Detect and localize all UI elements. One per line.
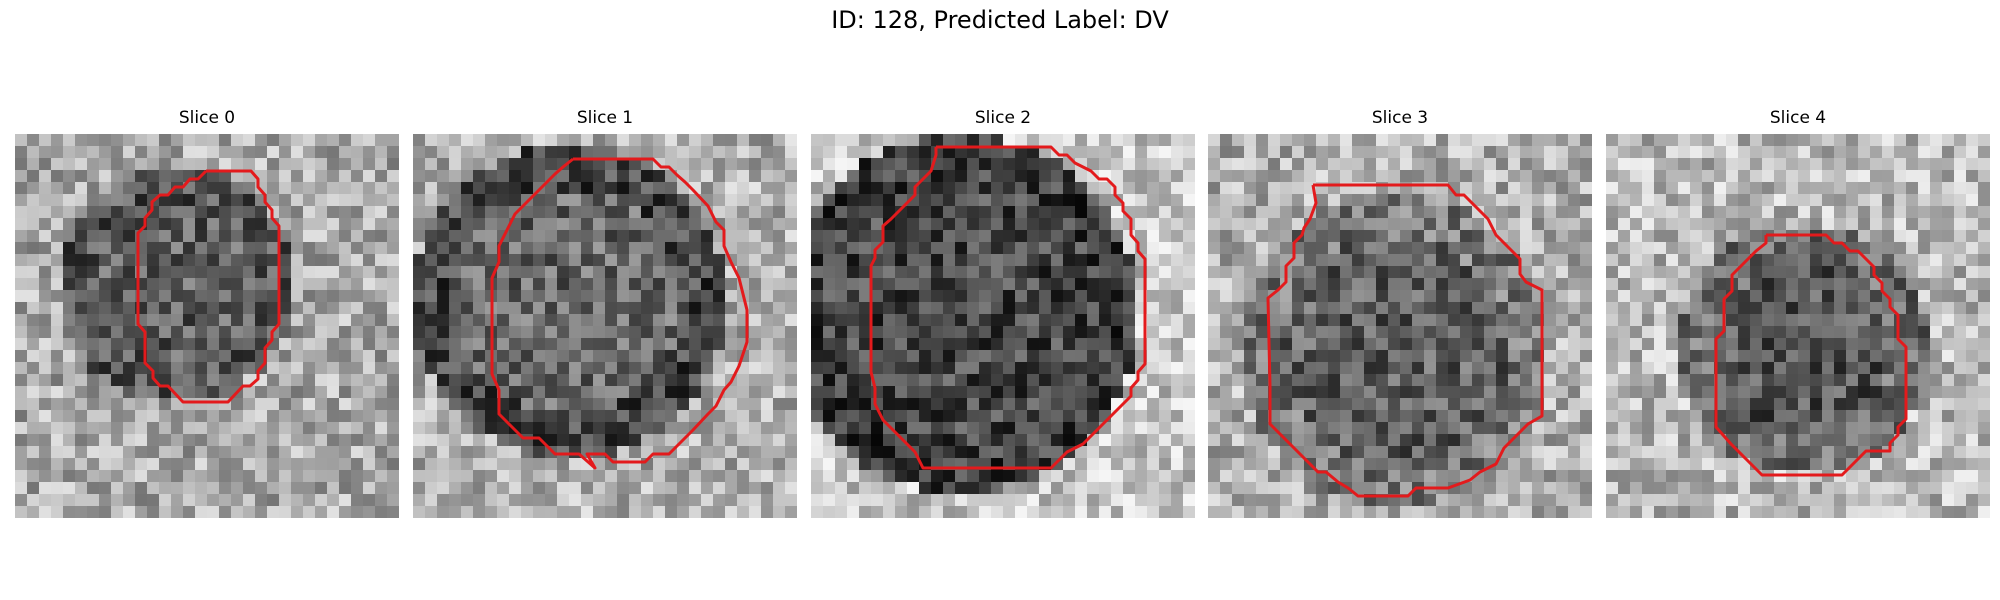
contour-line-4 <box>1714 233 1908 477</box>
slice-panel-4: Slice 4 <box>1606 108 1990 522</box>
slice-panel-1: Slice 1 <box>413 108 797 522</box>
figure-title: ID: 128, Predicted Label: DV <box>831 6 1169 34</box>
segmentation-contour-3 <box>1266 183 1544 498</box>
segmentation-contour-2 <box>869 145 1147 470</box>
slice-title-2: Slice 2 <box>974 108 1032 128</box>
segmentation-contour-1 <box>490 157 749 470</box>
slice-image-pixels-4 <box>1606 134 1990 518</box>
slice-image-1 <box>413 134 797 518</box>
contour-line-2 <box>869 145 1147 470</box>
slice-title-4: Slice 4 <box>1769 108 1827 128</box>
slice-panel-0: Slice 0 <box>15 108 399 522</box>
slice-image-pixels-3 <box>1208 134 1592 518</box>
slice-title-3: Slice 3 <box>1371 108 1429 128</box>
slice-panel-2: Slice 2 <box>811 108 1195 522</box>
segmentation-contour-0 <box>136 169 281 404</box>
slice-image-3 <box>1208 134 1592 518</box>
slice-image-pixels-0 <box>15 134 399 518</box>
slice-image-2 <box>811 134 1195 518</box>
contour-line-3 <box>1266 183 1544 498</box>
contour-line-1 <box>490 157 749 470</box>
slice-image-pixels-2 <box>811 134 1195 518</box>
slice-title-0: Slice 0 <box>178 108 236 128</box>
contour-line-0 <box>136 169 281 404</box>
segmentation-contour-4 <box>1714 233 1908 477</box>
slice-title-1: Slice 1 <box>576 108 634 128</box>
slice-image-4 <box>1606 134 1990 518</box>
slice-image-0 <box>15 134 399 518</box>
slice-panel-3: Slice 3 <box>1208 108 1592 522</box>
